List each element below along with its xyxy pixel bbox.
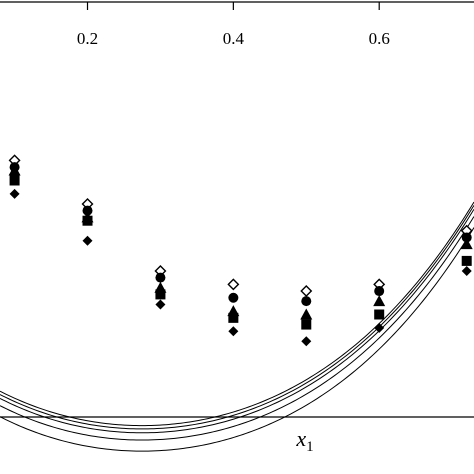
data-point-diamond [9,188,20,199]
x-tick-label: 0.4 [223,29,245,48]
data-point-square [9,175,20,186]
data-point-circle [228,292,239,303]
fit-curve-triangle [0,208,474,434]
data-point-square [461,255,472,266]
x-axis-label-main: x [295,426,306,451]
data-point-triangle [460,238,473,250]
data-point-square [228,312,239,323]
data-point-circle [82,205,93,216]
data-markers [8,154,473,347]
data-point-diamond-open [300,285,313,298]
data-point-circle [374,286,385,297]
fit-curve-circle [0,205,474,430]
x-tick-label: 0.6 [369,29,390,48]
data-point-diamond [374,322,385,333]
data-point-square [82,215,93,226]
x-ticks: 0.2 0.4 0.6 [77,2,390,48]
fit-curves [0,201,474,452]
data-point-diamond [301,336,312,347]
data-point-triangle [8,164,21,176]
data-point-diamond [228,326,239,337]
data-point-triangle [373,295,386,307]
data-point-square [301,319,312,330]
x-tick-label: 0.2 [77,29,98,48]
x-axis-label: x1 [295,426,313,455]
axes: 0.2 0.4 0.6 x1 [0,1,474,455]
fit-curve-square [0,216,474,441]
fit-curve-diamond-open [0,201,474,427]
data-point-square [155,289,166,300]
data-point-square [374,309,385,320]
data-point-diamond [155,299,166,310]
data-point-diamond [461,265,472,276]
data-point-circle [155,272,166,283]
x-axis-label-subscript: 1 [306,439,314,455]
data-point-diamond [82,235,93,246]
data-point-circle [461,232,472,243]
fit-curve-diamond [0,227,474,452]
data-point-triangle [300,308,313,320]
data-point-circle [301,296,312,307]
data-point-diamond-open [227,278,240,291]
